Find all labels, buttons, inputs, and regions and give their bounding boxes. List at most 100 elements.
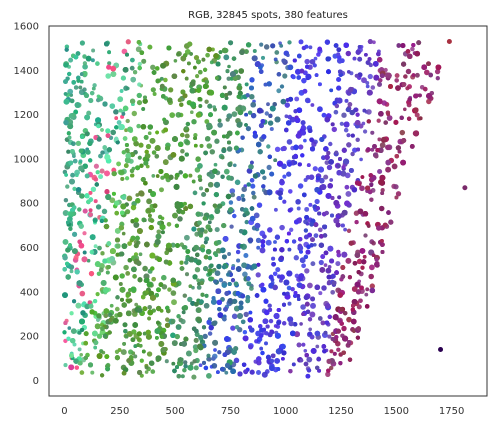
spot-point: [206, 122, 213, 129]
spot-point: [279, 255, 284, 261]
spot-point: [351, 286, 358, 292]
spot-point: [240, 293, 246, 299]
spot-point: [122, 322, 128, 328]
spot-point: [426, 93, 433, 99]
spot-point: [296, 297, 301, 302]
spot-point: [340, 265, 346, 270]
spot-point: [137, 369, 143, 376]
spot-point: [119, 251, 125, 257]
spot-point: [304, 58, 310, 65]
spot-point: [330, 273, 336, 279]
spot-point: [291, 75, 296, 80]
spot-point: [171, 73, 178, 79]
spot-point: [84, 114, 90, 121]
spot-point: [75, 51, 81, 56]
outlier-point: [446, 39, 452, 45]
spot-point: [164, 145, 171, 151]
spot-point: [325, 56, 331, 62]
spot-point: [236, 121, 243, 128]
spot-point: [148, 213, 152, 218]
spot-point: [354, 252, 361, 258]
spot-point: [276, 320, 281, 326]
spot-point: [351, 187, 358, 193]
spot-point: [87, 140, 93, 146]
spot-point: [211, 320, 217, 327]
spot-point: [253, 212, 260, 219]
spot-point: [354, 73, 359, 78]
spot-point: [362, 108, 367, 113]
spot-point: [184, 139, 191, 146]
spot-point: [106, 147, 112, 153]
spot-point: [184, 234, 190, 241]
spot-point: [238, 68, 244, 74]
spot-point: [197, 174, 202, 179]
spot-point: [308, 202, 313, 207]
spot-point: [76, 75, 81, 80]
spot-point: [315, 206, 320, 211]
spot-point: [86, 258, 91, 263]
spot-point: [232, 163, 237, 168]
spot-point: [115, 252, 120, 257]
spot-point: [100, 150, 105, 155]
spot-point: [189, 87, 196, 94]
spot-point: [107, 330, 112, 335]
spot-point: [296, 107, 303, 114]
spot-point: [213, 279, 218, 284]
spot-point: [327, 183, 333, 189]
spot-point: [173, 183, 180, 190]
spot-point: [356, 326, 361, 331]
spot-point: [138, 343, 143, 348]
spot-point: [77, 239, 82, 245]
spot-point: [272, 284, 278, 291]
spot-point: [191, 374, 197, 380]
spot-point: [217, 118, 222, 123]
spot-point: [303, 348, 308, 353]
spot-point: [401, 82, 407, 87]
spot-point: [204, 79, 209, 85]
spot-point: [96, 123, 101, 129]
spot-point: [121, 195, 127, 200]
spot-point: [347, 340, 352, 345]
spot-point: [121, 370, 127, 376]
spot-point: [96, 313, 102, 319]
spot-point: [103, 223, 110, 230]
spot-point: [170, 242, 176, 248]
spot-point: [391, 163, 398, 170]
spot-point: [123, 329, 128, 334]
spot-point: [197, 97, 202, 102]
spot-point: [215, 76, 219, 80]
spot-point: [148, 360, 155, 366]
spot-point: [239, 49, 245, 55]
spot-point: [133, 217, 139, 223]
spot-point: [284, 239, 290, 244]
spot-point: [237, 90, 243, 96]
spot-point: [145, 290, 149, 294]
spot-point: [336, 252, 342, 258]
spot-point: [308, 45, 313, 50]
spot-point: [183, 363, 188, 369]
spot-point: [101, 208, 108, 215]
spot-point: [138, 252, 143, 257]
spot-point: [317, 46, 323, 52]
spot-point: [224, 93, 229, 97]
spot-point: [329, 365, 334, 371]
spot-point: [139, 358, 144, 363]
spot-point: [62, 255, 68, 261]
spot-point: [76, 78, 81, 83]
spot-point: [313, 222, 319, 228]
spot-point: [149, 252, 156, 259]
spot-point: [260, 239, 266, 245]
spot-point: [182, 305, 189, 311]
spot-point: [251, 190, 256, 196]
spot-point: [413, 130, 420, 137]
spot-point: [308, 174, 315, 180]
spot-point: [338, 319, 342, 324]
spot-point: [220, 174, 225, 179]
spot-point: [346, 133, 351, 138]
spot-point: [74, 102, 81, 108]
spot-point: [284, 114, 289, 119]
spot-point: [142, 331, 147, 336]
spot-point: [248, 164, 254, 170]
spot-point: [209, 173, 215, 179]
spot-point: [414, 50, 421, 57]
